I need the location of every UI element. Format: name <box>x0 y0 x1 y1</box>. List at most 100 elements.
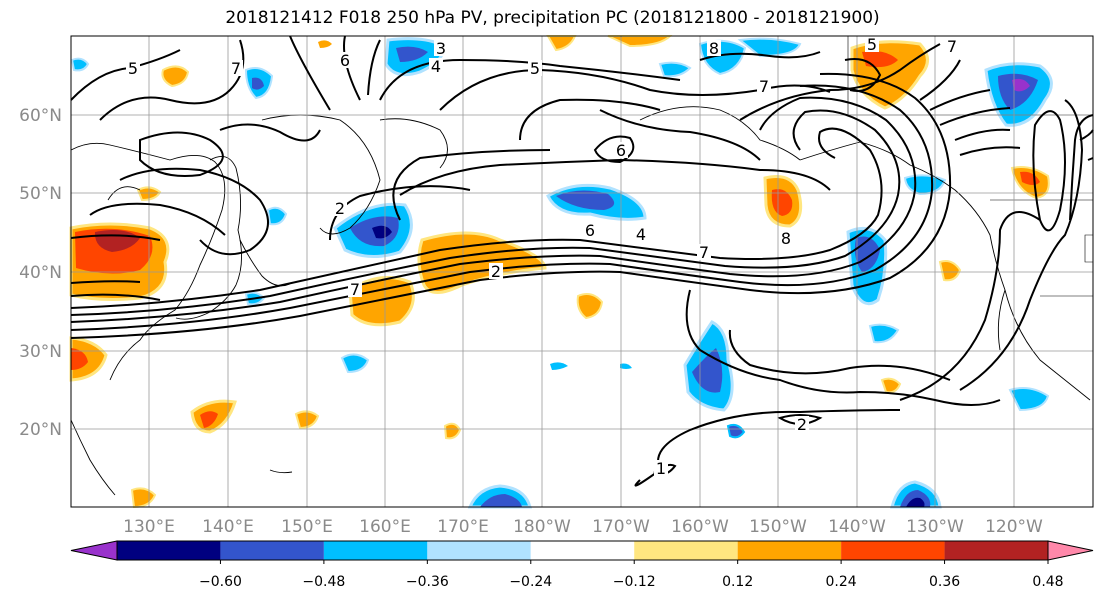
contour-label-bg <box>333 200 347 216</box>
precip-blob <box>348 276 415 327</box>
contour-label: 2 <box>335 199 345 218</box>
lon-label: 180°W <box>513 517 571 537</box>
pv-contour <box>844 58 882 92</box>
precip-blob <box>318 40 332 48</box>
precip-blob <box>266 206 288 226</box>
precip-positive-shading <box>69 35 1050 509</box>
precip-blob <box>771 189 793 216</box>
contour-label-bg <box>865 36 879 52</box>
coastlines <box>70 106 1091 496</box>
lon-label: 160°W <box>671 517 729 537</box>
precip-blob <box>576 293 604 320</box>
contour-label: 2 <box>797 415 807 434</box>
coastline <box>997 289 1006 351</box>
pv-contour <box>593 135 635 164</box>
contour-label: 4 <box>431 57 441 76</box>
colorbar-segment <box>944 541 1048 560</box>
colorbar-tick-label: −0.12 <box>613 574 656 590</box>
precip-blob <box>71 348 88 370</box>
precip-blob <box>200 411 218 428</box>
precip-blob <box>252 77 264 90</box>
colorbar-tick-label: −0.36 <box>406 574 449 590</box>
coastline <box>261 114 381 235</box>
colorbar-tick-label: −0.60 <box>199 574 242 590</box>
pv-contour <box>657 409 901 471</box>
pv-contour <box>939 107 1011 126</box>
pv-contour <box>1079 129 1094 141</box>
precip-blob <box>868 323 900 344</box>
contour-label: 1 <box>656 459 666 478</box>
precip-blob <box>340 353 370 374</box>
contour-label-bg <box>229 60 243 76</box>
contour-label: 7 <box>231 59 241 78</box>
contour-label-bg <box>583 222 597 238</box>
contour-label: 5 <box>867 35 877 54</box>
pv-contour <box>289 35 331 111</box>
contour-label: 7 <box>350 280 360 299</box>
lon-label: 130°W <box>906 517 964 537</box>
lon-label: 170°W <box>592 517 650 537</box>
contour-label-bg <box>348 281 362 297</box>
pv-contour <box>685 289 1001 406</box>
colorbar-tick-label: 0.24 <box>826 574 857 590</box>
colorbar-segment <box>737 541 842 560</box>
pv-contour <box>70 293 161 301</box>
plot-title: 2018121412 F018 250 hPa PV, precipitatio… <box>225 8 880 28</box>
colorbar-frame <box>116 540 1049 561</box>
lon-label: 140°W <box>828 517 886 537</box>
pv-contour <box>777 414 823 425</box>
pv-contour <box>70 280 141 284</box>
colorbar-tick-label: −0.24 <box>509 574 552 590</box>
coastline <box>209 155 242 286</box>
latitude-labels: 60°N 50°N 40°N 30°N 20°N <box>19 106 62 440</box>
lon-label: 140°E <box>202 517 254 537</box>
pv-contour <box>519 98 661 141</box>
contour-label: 6 <box>585 221 595 240</box>
precip-blob <box>443 422 462 440</box>
contour-label: 5 <box>128 59 138 78</box>
precip-blob <box>372 225 392 239</box>
longitude-labels: 130°E 140°E 150°E 160°E 170°E 180°W 170°W 160°W… <box>123 517 1043 537</box>
lat-label: 40°N <box>19 263 62 283</box>
precip-blob <box>396 46 428 62</box>
contour-label: 7 <box>759 77 769 96</box>
pv-contour <box>439 68 831 111</box>
pv-contour <box>70 96 917 323</box>
pv-contour <box>899 110 1066 401</box>
lat-label: 50°N <box>19 184 62 204</box>
pv-contour <box>89 202 226 236</box>
contour-label-bg <box>338 52 352 68</box>
precip-blob <box>550 362 568 370</box>
precip-blob <box>658 61 692 78</box>
lon-label: 150°E <box>281 517 333 537</box>
contour-label-bg <box>614 142 628 158</box>
pv-contour <box>954 128 1011 141</box>
contour-label-bg <box>757 78 771 94</box>
precip-blob <box>161 65 190 88</box>
pv-contour <box>728 329 951 381</box>
pv-contour <box>959 146 1021 156</box>
contour-label-bg <box>634 226 648 242</box>
map-frame <box>70 35 1094 508</box>
colorbar-segment <box>530 541 635 560</box>
contour-label: 5 <box>530 59 540 78</box>
lon-label: 150°W <box>749 517 807 537</box>
coastline <box>799 141 1091 401</box>
contour-label: 6 <box>616 141 626 160</box>
pv-contour <box>399 158 831 196</box>
lon-label: 120°W <box>985 517 1043 537</box>
pv-contour <box>367 39 381 96</box>
contour-label: 7 <box>699 243 709 262</box>
coastline <box>379 118 448 169</box>
precip-blob <box>1012 78 1030 92</box>
colorbar-segment <box>117 541 221 560</box>
colorbar-segment <box>323 541 428 560</box>
contour-label: 2 <box>491 262 501 281</box>
pv-contour <box>739 43 941 121</box>
colorbar-tick-label: 0.12 <box>722 574 753 590</box>
precip-negative-shading <box>70 37 1053 509</box>
pv-contour <box>139 131 224 177</box>
colorbar: −0.60 −0.48 −0.36 −0.24 −0.12 0.12 0.24 0.36 0.4… <box>70 540 1094 590</box>
